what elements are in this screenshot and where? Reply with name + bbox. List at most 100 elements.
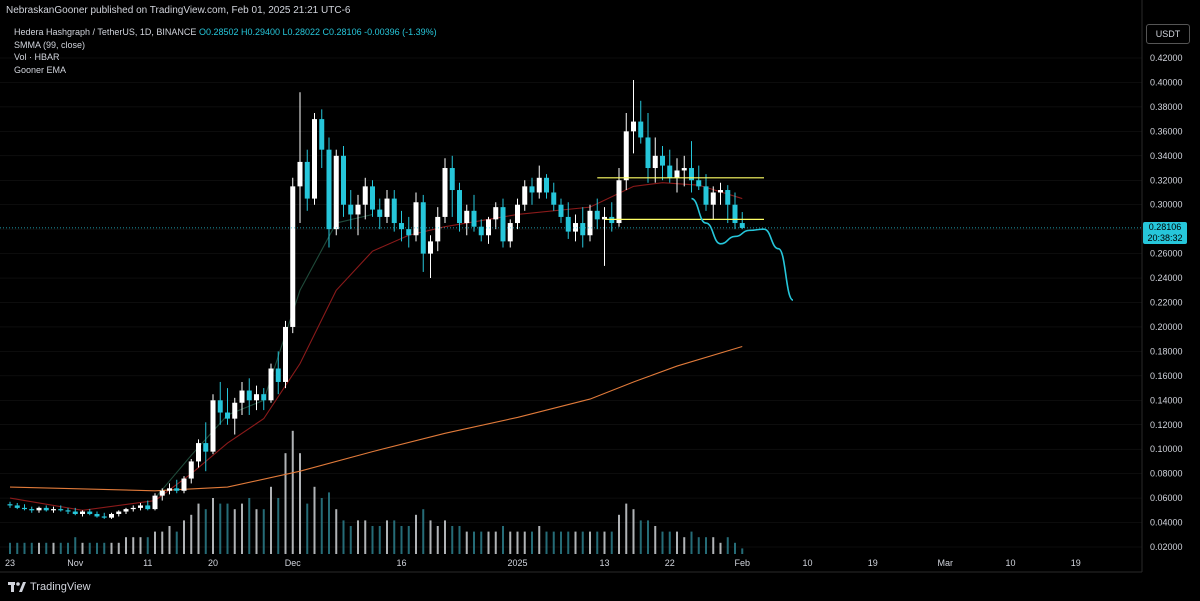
candle-body bbox=[565, 216, 571, 232]
brand-name: TradingView bbox=[30, 581, 91, 593]
volume-bar bbox=[639, 520, 642, 554]
volume-bar bbox=[465, 531, 468, 554]
x-tick-label: 10 bbox=[802, 558, 812, 568]
volume-bar bbox=[320, 498, 323, 554]
volume-bar bbox=[422, 509, 425, 554]
x-tick-label: Feb bbox=[734, 558, 750, 568]
tradingview-footer[interactable]: TradingView bbox=[8, 581, 91, 593]
candle-body bbox=[29, 509, 35, 511]
volume-bar bbox=[74, 537, 77, 554]
candle-body bbox=[14, 505, 20, 508]
candle-body bbox=[631, 121, 636, 132]
indicator-smma[interactable]: SMMA (99, close) bbox=[14, 39, 437, 52]
candle-body bbox=[725, 190, 731, 205]
y-tick-label: 0.06000 bbox=[1150, 493, 1183, 503]
candle-body bbox=[739, 223, 745, 228]
candle-body bbox=[116, 511, 122, 514]
volume-bar bbox=[407, 526, 410, 554]
indicator-volume[interactable]: Vol · HBAR bbox=[14, 51, 437, 64]
volume-bar bbox=[9, 542, 11, 554]
volume-bar bbox=[233, 509, 236, 554]
volume-bar bbox=[480, 531, 483, 554]
volume-bar bbox=[45, 542, 48, 554]
candle-body bbox=[718, 190, 723, 193]
volume-bar bbox=[299, 453, 301, 554]
candle-body bbox=[51, 509, 56, 511]
y-tick-label: 0.10000 bbox=[1150, 444, 1183, 454]
volume-bar bbox=[96, 542, 98, 554]
candle-body bbox=[297, 161, 303, 187]
volume-bar bbox=[502, 526, 504, 554]
candle-body bbox=[362, 186, 368, 205]
volume-bar bbox=[364, 520, 367, 554]
candle-body bbox=[290, 186, 296, 327]
candle-body bbox=[326, 149, 332, 230]
volume-bar bbox=[342, 520, 345, 554]
volume-bar bbox=[726, 537, 729, 554]
y-tick-label: 0.04000 bbox=[1150, 518, 1183, 528]
indicator-gooner-ema[interactable]: Gooner EMA bbox=[14, 64, 437, 77]
smma-line bbox=[9, 345, 743, 492]
candle-body bbox=[478, 226, 484, 236]
candle-body bbox=[203, 443, 209, 452]
volume-bar bbox=[67, 542, 69, 554]
volume-bar bbox=[335, 509, 338, 554]
candle-body bbox=[674, 170, 680, 178]
volume-bar bbox=[516, 531, 519, 554]
volume-bar bbox=[23, 542, 26, 554]
candle-body bbox=[536, 177, 542, 193]
x-tick-label: 22 bbox=[665, 558, 675, 568]
projection-curve bbox=[691, 197, 794, 301]
volume-bar bbox=[175, 531, 178, 554]
volume-bar bbox=[306, 503, 309, 554]
candle-body bbox=[580, 223, 586, 236]
volume-bar bbox=[212, 498, 214, 554]
candle-body bbox=[638, 121, 644, 138]
candle-body bbox=[123, 509, 129, 512]
last-price-tag: 0.28106 20:38:32 bbox=[1143, 221, 1187, 244]
y-tick-label: 0.02000 bbox=[1150, 542, 1183, 552]
candle-body bbox=[101, 516, 107, 518]
candle-body bbox=[94, 513, 100, 517]
x-tick-label: 19 bbox=[1071, 558, 1081, 568]
candle-body bbox=[428, 241, 433, 254]
candle-body bbox=[449, 168, 455, 191]
volume-bar bbox=[589, 531, 591, 554]
volume-bar bbox=[668, 531, 671, 554]
volume-bar bbox=[734, 542, 736, 554]
symbol-row[interactable]: Hedera Hashgraph / TetherUS, 1D, BINANCE… bbox=[14, 26, 437, 39]
volume-bar bbox=[741, 548, 744, 554]
x-tick-label: 2025 bbox=[507, 558, 527, 568]
candle-body bbox=[181, 478, 187, 491]
candle-body bbox=[196, 443, 201, 462]
y-tick-label: 0.08000 bbox=[1150, 469, 1183, 479]
volume-bar bbox=[683, 537, 686, 554]
volume-bar bbox=[204, 509, 207, 554]
volume-bar bbox=[393, 520, 396, 554]
candle-body bbox=[435, 216, 441, 242]
candle-body bbox=[341, 155, 346, 205]
volume-bar bbox=[581, 531, 584, 554]
volume-bar bbox=[400, 526, 403, 554]
indicator-label: Vol · HBAR bbox=[14, 52, 60, 62]
candle-body bbox=[522, 186, 528, 205]
x-tick-label: Dec bbox=[285, 558, 302, 568]
y-tick-label: 0.40000 bbox=[1150, 77, 1183, 87]
x-tick-label: 10 bbox=[1005, 558, 1015, 568]
candle-body bbox=[413, 202, 419, 236]
volume-bar bbox=[531, 531, 533, 554]
volume-bar bbox=[59, 542, 62, 554]
currency-button[interactable]: USDT bbox=[1146, 24, 1190, 44]
volume-bar bbox=[458, 526, 461, 554]
volume-bar bbox=[125, 537, 127, 554]
volume-bar bbox=[690, 531, 693, 554]
y-tick-label: 0.38000 bbox=[1150, 102, 1183, 112]
x-tick-label: Nov bbox=[67, 558, 84, 568]
volume-bar bbox=[81, 542, 84, 554]
volume-bar bbox=[647, 520, 649, 554]
candle-body bbox=[312, 119, 317, 199]
candle-body bbox=[7, 504, 13, 506]
candle-body bbox=[130, 507, 136, 510]
volume-bar bbox=[567, 531, 570, 554]
